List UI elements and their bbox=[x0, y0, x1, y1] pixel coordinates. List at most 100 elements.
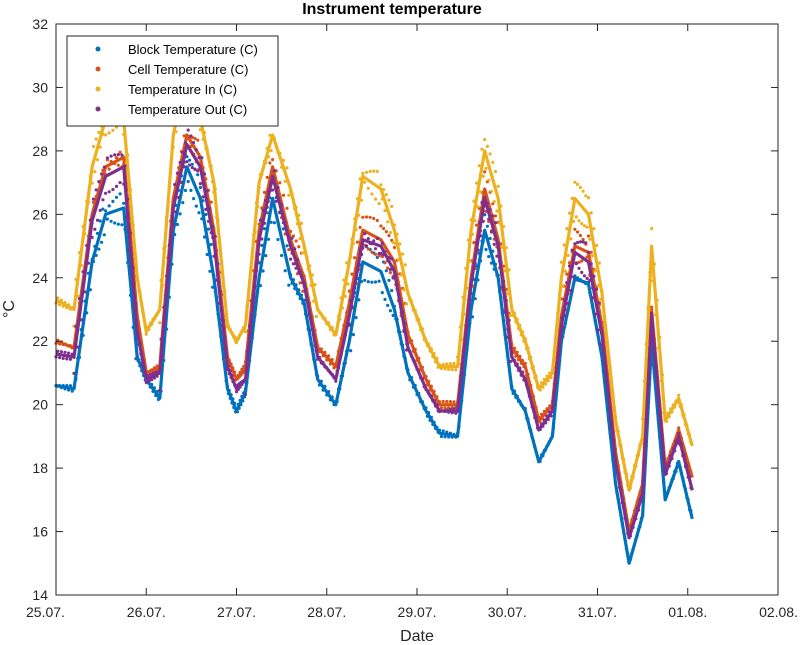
data-point bbox=[432, 352, 436, 356]
data-point bbox=[231, 366, 235, 370]
data-point bbox=[428, 418, 432, 422]
data-point bbox=[535, 454, 540, 458]
data-point bbox=[477, 220, 481, 224]
data-point bbox=[387, 278, 391, 282]
data-point bbox=[461, 357, 465, 361]
data-point bbox=[642, 453, 647, 457]
data-point bbox=[659, 428, 663, 432]
data-point bbox=[669, 407, 673, 411]
data-point bbox=[666, 490, 670, 495]
data-point bbox=[183, 141, 188, 145]
data-point bbox=[63, 300, 67, 305]
data-point bbox=[130, 279, 134, 283]
data-point bbox=[216, 262, 220, 266]
data-point bbox=[354, 227, 358, 232]
data-point bbox=[353, 217, 357, 221]
data-point bbox=[268, 189, 272, 193]
data-point bbox=[235, 410, 239, 414]
data-point bbox=[327, 369, 331, 373]
data-point bbox=[508, 359, 512, 364]
data-point bbox=[113, 161, 117, 165]
data-point bbox=[580, 270, 584, 274]
data-point bbox=[492, 267, 496, 271]
data-point bbox=[310, 326, 314, 330]
data-point bbox=[445, 362, 449, 366]
data-point bbox=[483, 137, 487, 142]
data-point bbox=[460, 372, 464, 376]
data-point bbox=[480, 147, 484, 151]
data-point bbox=[559, 260, 564, 264]
data-point bbox=[605, 381, 610, 385]
data-point bbox=[98, 145, 102, 149]
data-point bbox=[496, 242, 500, 246]
data-point bbox=[93, 244, 97, 248]
data-point bbox=[221, 284, 225, 288]
data-point bbox=[287, 238, 291, 242]
data-point bbox=[615, 470, 619, 474]
data-point bbox=[243, 330, 248, 334]
data-point bbox=[332, 402, 336, 407]
data-point bbox=[205, 252, 209, 257]
data-point bbox=[487, 178, 491, 182]
data-point bbox=[616, 429, 620, 433]
data-point bbox=[465, 286, 469, 290]
data-point bbox=[140, 351, 144, 355]
data-point bbox=[392, 276, 396, 280]
data-point bbox=[585, 225, 589, 229]
data-point bbox=[502, 224, 506, 229]
data-point bbox=[580, 222, 584, 226]
data-point bbox=[498, 221, 502, 225]
data-point bbox=[266, 155, 271, 159]
data-point bbox=[156, 397, 160, 402]
data-point bbox=[390, 257, 394, 261]
data-point bbox=[232, 379, 236, 383]
data-point bbox=[181, 150, 185, 154]
data-point bbox=[280, 203, 284, 207]
data-point bbox=[375, 169, 379, 173]
data-point bbox=[462, 312, 466, 316]
data-point bbox=[197, 156, 201, 160]
data-point bbox=[340, 306, 345, 310]
data-point bbox=[398, 242, 402, 246]
data-point bbox=[465, 347, 469, 351]
data-point bbox=[325, 393, 329, 397]
data-point bbox=[250, 336, 254, 340]
data-point bbox=[141, 309, 145, 313]
data-point bbox=[156, 370, 160, 374]
data-point bbox=[335, 399, 339, 404]
data-point bbox=[493, 262, 498, 266]
data-point bbox=[675, 441, 680, 445]
data-point bbox=[313, 283, 317, 287]
data-point bbox=[506, 292, 510, 296]
data-point bbox=[200, 217, 204, 221]
data-point bbox=[88, 288, 92, 292]
data-point bbox=[531, 394, 536, 399]
data-point bbox=[561, 284, 565, 288]
data-point bbox=[406, 346, 410, 351]
data-point bbox=[239, 373, 243, 377]
data-point bbox=[593, 312, 597, 316]
data-point bbox=[558, 337, 562, 342]
data-point bbox=[529, 428, 533, 432]
data-point bbox=[534, 415, 538, 419]
data-point bbox=[252, 300, 256, 304]
data-point bbox=[567, 264, 572, 268]
data-point bbox=[205, 189, 209, 193]
data-point bbox=[173, 232, 177, 237]
data-point bbox=[646, 382, 650, 386]
data-point bbox=[562, 298, 566, 302]
data-point bbox=[212, 254, 216, 258]
data-point bbox=[217, 317, 221, 321]
data-point bbox=[349, 255, 353, 259]
data-point bbox=[637, 508, 641, 512]
data-point bbox=[70, 389, 74, 393]
data-point bbox=[387, 198, 391, 202]
data-point bbox=[211, 225, 215, 229]
data-point bbox=[648, 270, 652, 274]
data-point bbox=[448, 362, 452, 366]
data-point bbox=[417, 391, 421, 396]
data-point bbox=[438, 428, 442, 432]
data-point bbox=[127, 247, 131, 252]
data-point bbox=[578, 185, 583, 189]
data-point bbox=[107, 131, 111, 135]
